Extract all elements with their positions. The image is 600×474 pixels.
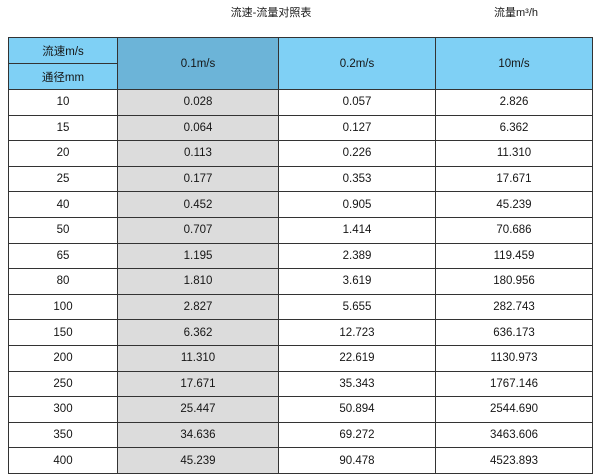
header-corner-velocity-label: 流速m/s — [8, 37, 118, 64]
cell-nominal-diameter: 400 — [8, 447, 118, 474]
cell-flow-rate: 1130.973 — [435, 344, 593, 372]
column-header-10ms: 10m/s — [435, 37, 593, 90]
cell-flow-rate: 0.452 — [117, 191, 279, 218]
cell-flow-rate: 0.113 — [117, 140, 279, 167]
cell-nominal-diameter: 25 — [8, 165, 118, 193]
table-row: 10 0.028 0.057 2.826 — [8, 89, 593, 116]
table-row: 50 0.707 1.414 70.686 — [8, 216, 593, 244]
cell-flow-rate: 17.671 — [435, 165, 593, 193]
cell-flow-rate: 636.173 — [435, 319, 593, 346]
cell-nominal-diameter: 80 — [8, 268, 118, 295]
table-row: 400 45.239 90.478 4523.893 — [8, 447, 593, 474]
table-body: 10 0.028 0.057 2.826 15 0.064 0.127 6.362 20 0.11… — [8, 89, 593, 474]
table-row: 20 0.113 0.226 11.310 — [8, 140, 593, 167]
header-row-top: 流速m/s 0.1m/s 0.2m/s 10m/s — [8, 37, 593, 90]
cell-flow-rate: 0.353 — [278, 165, 436, 193]
cell-flow-rate: 45.239 — [435, 191, 593, 218]
column-header-0-2ms: 0.2m/s — [278, 37, 436, 90]
cell-nominal-diameter: 15 — [8, 114, 118, 142]
table-row: 65 1.195 2.389 119.459 — [8, 242, 593, 270]
cell-flow-rate: 50.894 — [278, 396, 436, 423]
cell-nominal-diameter: 150 — [8, 319, 118, 346]
table-row: 15 0.064 0.127 6.362 — [8, 114, 593, 142]
table-row: 100 2.827 5.655 282.743 — [8, 293, 593, 321]
cell-flow-rate: 3463.606 — [435, 421, 593, 449]
table-row: 250 17.671 35.343 1767.146 — [8, 370, 593, 398]
column-header-0-1ms: 0.1m/s — [117, 37, 279, 90]
cell-flow-rate: 1767.146 — [435, 370, 593, 398]
cell-nominal-diameter: 200 — [8, 344, 118, 372]
table-title: 流速-流量对照表 — [230, 7, 312, 19]
cell-flow-rate: 6.362 — [117, 319, 279, 346]
cell-flow-rate: 119.459 — [435, 242, 593, 270]
cell-flow-rate: 2.389 — [278, 242, 436, 270]
cell-flow-rate: 1.195 — [117, 242, 279, 270]
table-row: 80 1.810 3.619 180.956 — [8, 268, 593, 295]
cell-flow-rate: 3.619 — [278, 268, 436, 295]
cell-flow-rate: 2544.690 — [435, 396, 593, 423]
cell-flow-rate: 180.956 — [435, 268, 593, 295]
cell-nominal-diameter: 10 — [8, 89, 118, 116]
header-row-bottom: 通径mm — [8, 63, 593, 90]
cell-flow-rate: 282.743 — [435, 293, 593, 321]
cell-flow-rate: 0.707 — [117, 216, 279, 244]
cell-flow-rate: 4523.893 — [435, 447, 593, 474]
cell-nominal-diameter: 20 — [8, 140, 118, 167]
cell-nominal-diameter: 65 — [8, 242, 118, 270]
cell-flow-rate: 2.827 — [117, 293, 279, 321]
cell-flow-rate: 5.655 — [278, 293, 436, 321]
cell-nominal-diameter: 50 — [8, 216, 118, 244]
cell-nominal-diameter: 350 — [8, 421, 118, 449]
cell-flow-rate: 35.343 — [278, 370, 436, 398]
cell-flow-rate: 6.362 — [435, 114, 593, 142]
table-row: 350 34.636 69.272 3463.606 — [8, 421, 593, 449]
cell-flow-rate: 70.686 — [435, 216, 593, 244]
cell-flow-rate: 2.826 — [435, 89, 593, 116]
cell-flow-rate: 11.310 — [117, 344, 279, 372]
cell-flow-rate: 0.028 — [117, 89, 279, 116]
cell-flow-rate: 1.414 — [278, 216, 436, 244]
cell-nominal-diameter: 300 — [8, 396, 118, 423]
cell-flow-rate: 11.310 — [435, 140, 593, 167]
table-row: 300 25.447 50.894 2544.690 — [8, 396, 593, 423]
cell-flow-rate: 0.905 — [278, 191, 436, 218]
flow-table-wrapper: 流速m/s 0.1m/s 0.2m/s 10m/s 通径mm 10 0.028 0.… — [8, 37, 593, 474]
cell-nominal-diameter: 100 — [8, 293, 118, 321]
cell-nominal-diameter: 40 — [8, 191, 118, 218]
cell-flow-rate: 22.619 — [278, 344, 436, 372]
table-header: 流速m/s 0.1m/s 0.2m/s 10m/s 通径mm — [8, 37, 593, 90]
flow-velocity-flow-rate-table: 流速m/s 0.1m/s 0.2m/s 10m/s 通径mm 10 0.028 0.… — [8, 37, 593, 474]
cell-flow-rate: 0.226 — [278, 140, 436, 167]
cell-flow-rate: 1.810 — [117, 268, 279, 295]
cell-flow-rate: 17.671 — [117, 370, 279, 398]
cell-flow-rate: 0.064 — [117, 114, 279, 142]
cell-flow-rate: 25.447 — [117, 396, 279, 423]
table-row: 200 11.310 22.619 1130.973 — [8, 344, 593, 372]
cell-nominal-diameter: 250 — [8, 370, 118, 398]
cell-flow-rate: 90.478 — [278, 447, 436, 474]
cell-flow-rate: 12.723 — [278, 319, 436, 346]
table-row: 150 6.362 12.723 636.173 — [8, 319, 593, 346]
caption-row: 流速-流量对照表 流量m³/h — [0, 6, 600, 28]
cell-flow-rate: 45.239 — [117, 447, 279, 474]
cell-flow-rate: 0.127 — [278, 114, 436, 142]
flow-rate-unit-label: 流量m³/h — [494, 7, 538, 19]
cell-flow-rate: 69.272 — [278, 421, 436, 449]
cell-flow-rate: 0.177 — [117, 165, 279, 193]
table-row: 25 0.177 0.353 17.671 — [8, 165, 593, 193]
header-corner-diameter-label: 通径mm — [8, 63, 118, 90]
table-row: 40 0.452 0.905 45.239 — [8, 191, 593, 218]
cell-flow-rate: 0.057 — [278, 89, 436, 116]
cell-flow-rate: 34.636 — [117, 421, 279, 449]
